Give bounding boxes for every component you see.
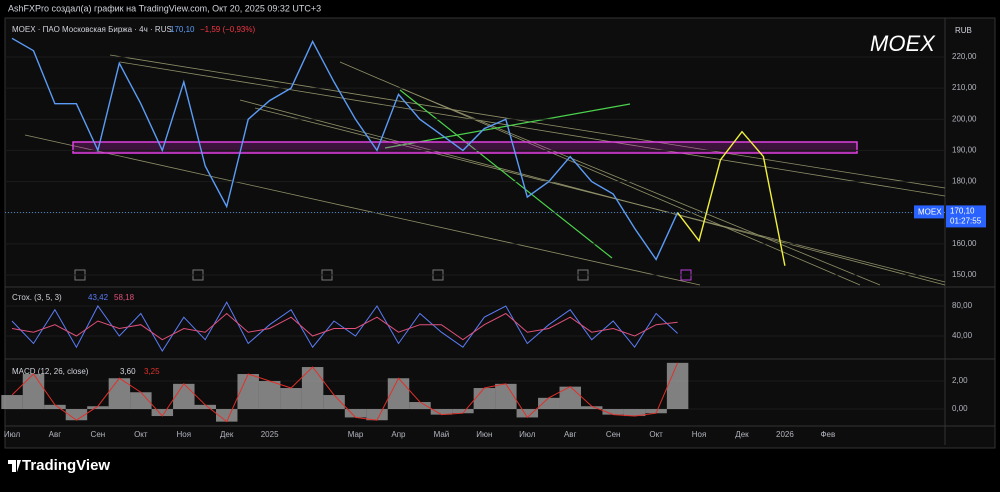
histogram-bar: [366, 409, 388, 421]
currency: RUB: [955, 26, 972, 35]
x-tick-label: Апр: [391, 430, 406, 439]
histogram-bar: [430, 409, 453, 415]
trendlines: [24, 54, 946, 286]
histogram-bar: [516, 409, 539, 418]
histogram-bar: [65, 409, 88, 421]
x-tick-label: Авг: [49, 430, 62, 439]
histogram-bar: [323, 395, 345, 410]
histogram-bar: [237, 374, 259, 410]
histogram-bar: [108, 378, 131, 410]
y-tick-label: 210,00: [952, 83, 977, 92]
symbol-tag-bg: [914, 205, 944, 219]
change: −1,59 (−0,93%): [200, 25, 255, 34]
histogram-bar: [666, 362, 689, 410]
footer-logo: TradingView: [22, 457, 110, 474]
y-tick-label: 180,00: [952, 177, 977, 186]
histogram-bar: [130, 392, 152, 410]
histogram-bar: [216, 409, 238, 422]
x-tick-label: Сен: [91, 430, 106, 439]
x-tick-label: Дек: [220, 430, 234, 439]
x-tick-label: 2026: [776, 430, 794, 439]
y-tick-label: 150,00: [952, 270, 977, 279]
logo-icon: [8, 460, 21, 472]
x-tick-label: Июл: [4, 430, 21, 439]
y-tick-label: 80,00: [952, 301, 973, 310]
x-tick-label: Июн: [476, 430, 492, 439]
histogram-bar: [538, 397, 560, 410]
x-tick-label: Дек: [735, 430, 749, 439]
x-tick-label: Май: [434, 430, 450, 439]
y-tick-label: 40,00: [952, 331, 973, 340]
series-line: [677, 130, 786, 266]
histogram-bar: [473, 388, 496, 410]
stoch-title: Стох. (3, 5, 3): [12, 293, 62, 302]
histogram-bar: [280, 388, 302, 410]
header: AshFXPro создал(а) график на TradingView…: [8, 3, 321, 13]
y-tick-label: 160,00: [952, 239, 977, 248]
x-tick-label: 2025: [261, 430, 279, 439]
symbol-tag: MOEX: [918, 208, 942, 217]
macd-line: [11, 362, 679, 423]
stoch-d: 58,18: [114, 293, 135, 302]
histogram-bar: [645, 409, 667, 414]
histogram-bar: [301, 367, 324, 410]
y-tick-label: 0,00: [952, 404, 968, 413]
histogram-bar: [173, 383, 195, 410]
price-tag: [946, 205, 986, 228]
histogram-bar: [151, 409, 174, 417]
symbol-title: MOEX · ПАО Московская Биржа · 4ч · RUS: [12, 25, 172, 34]
y-tick-label: 220,00: [952, 52, 977, 61]
x-tick-label: Мар: [348, 430, 364, 439]
histogram-bar: [194, 404, 216, 410]
histogram-bar: [580, 406, 603, 410]
histogram-bar: [22, 374, 45, 410]
chart-frame: [4, 17, 996, 449]
histogram-bar: [44, 404, 66, 410]
histogram-bar: [559, 386, 581, 410]
histogram-bar: [623, 409, 646, 417]
histogram-bar: [258, 381, 281, 410]
x-tick-label: Ноя: [692, 430, 707, 439]
histogram-bar: [602, 409, 624, 415]
x-tick-label: Авг: [564, 430, 577, 439]
y-tick-label: 2,00: [952, 376, 968, 385]
x-tick-label: Ноя: [176, 430, 191, 439]
stoch-k: 43,42: [88, 293, 109, 302]
countdown: 01:27:55: [950, 217, 982, 226]
trendline: [399, 89, 613, 259]
histogram-bar: [495, 383, 517, 410]
series-line: [11, 37, 679, 261]
x-tick-label: Фев: [820, 430, 835, 439]
price-label: 170,10: [950, 207, 975, 216]
histogram-bar: [452, 409, 474, 414]
histogram-bar: [409, 402, 431, 410]
macd-value: 3,60: [120, 367, 136, 376]
y-tick-label: 200,00: [952, 114, 977, 123]
histogram-bar: [344, 409, 367, 418]
x-tick-label: Сен: [606, 430, 621, 439]
histogram-bar: [87, 406, 109, 410]
x-tick-label: Окт: [134, 430, 148, 439]
series-line: [11, 312, 678, 341]
x-tick-label: Июл: [519, 430, 536, 439]
macd-title: MACD (12, 26, close): [12, 367, 89, 376]
macd-signal: 3,25: [144, 367, 160, 376]
watermark: MOEX: [870, 31, 936, 56]
histogram-bar: [387, 378, 410, 410]
y-tick-label: 190,00: [952, 146, 977, 155]
x-tick-label: Окт: [649, 430, 663, 439]
histogram-bar: [1, 395, 23, 410]
last-price: 170,10: [170, 25, 195, 34]
